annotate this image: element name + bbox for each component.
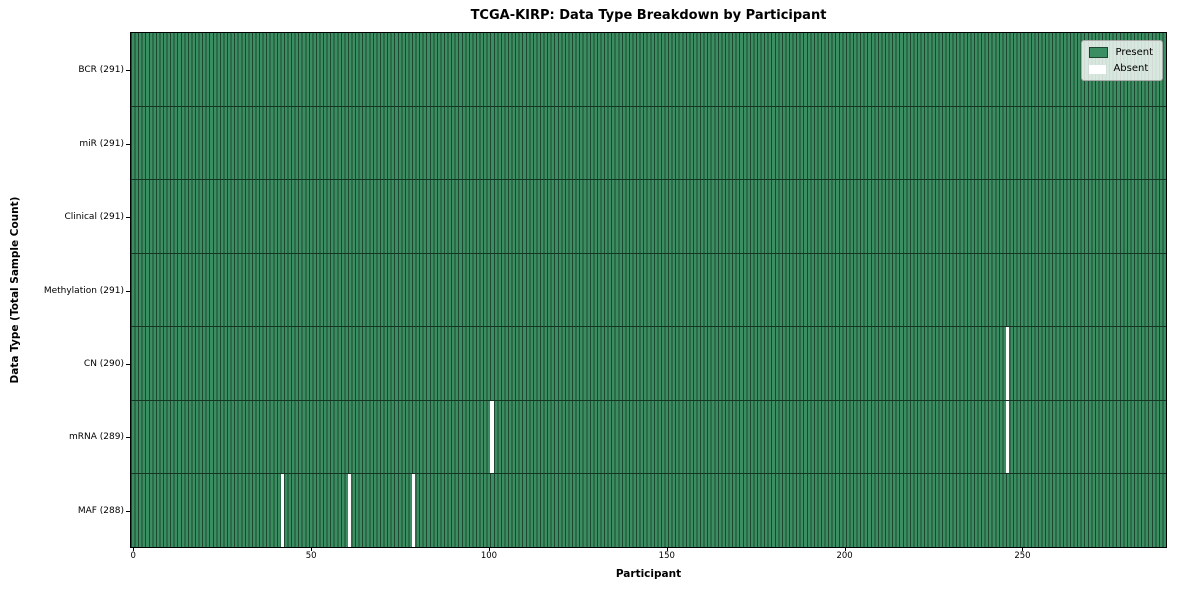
xtick-label-0: 0 xyxy=(130,551,136,561)
heatmap-row-miR xyxy=(131,106,1166,181)
ytick-label-mRNA: mRNA (289) xyxy=(69,432,124,443)
absent-marker-mRNA-246 xyxy=(1006,400,1010,474)
heatmap-row-Clinical xyxy=(131,180,1166,254)
xtick-label-100: 100 xyxy=(480,551,498,561)
heatmap-row-mRNA xyxy=(131,400,1166,475)
plot-area: Present Absent xyxy=(130,32,1167,548)
xtick-mark xyxy=(488,547,490,551)
ytick-mark xyxy=(126,363,130,365)
legend-entry-present: Present xyxy=(1089,47,1153,58)
heatmap-row-MAF xyxy=(131,474,1166,548)
ytick-mark xyxy=(126,217,130,219)
absent-marker-MAF-61 xyxy=(348,474,352,548)
xtick-mark xyxy=(844,547,846,551)
legend-entry-absent: Absent xyxy=(1089,64,1153,74)
xtick-label-250: 250 xyxy=(1014,551,1031,561)
ytick-label-MAF: MAF (288) xyxy=(77,505,124,516)
legend: Present Absent xyxy=(1081,40,1163,81)
heatmap-row-Methylation xyxy=(131,253,1166,328)
absent-marker-CN-246 xyxy=(1006,327,1010,400)
ytick-label-CN: CN (290) xyxy=(83,358,124,369)
heatmap-rows xyxy=(131,33,1166,548)
legend-label-absent: Absent xyxy=(1113,63,1149,74)
xtick-label-200: 200 xyxy=(836,551,853,561)
ytick-mark xyxy=(126,510,130,512)
absent-marker-MAF-42 xyxy=(280,474,284,548)
xtick-mark xyxy=(311,547,313,551)
xtick-mark xyxy=(133,547,135,551)
absent-marker-MAF-79 xyxy=(412,474,416,548)
xtick-label-150: 150 xyxy=(658,551,675,561)
heatmap-row-CN xyxy=(131,327,1166,401)
legend-label-present: Present xyxy=(1115,46,1153,58)
ytick-label-Methylation: Methylation (291) xyxy=(43,285,124,296)
ytick-label-BCR: BCR (291) xyxy=(78,65,124,76)
chart-title: TCGA-KIRP: Data Type Breakdown by Partic… xyxy=(470,8,827,23)
xtick-label-50: 50 xyxy=(305,551,317,561)
present-swatch-icon xyxy=(1089,47,1109,58)
ytick-label-Clinical: Clinical (291) xyxy=(64,212,124,223)
ytick-mark xyxy=(126,290,130,292)
x-axis-label: Participant xyxy=(615,568,682,580)
ytick-label-miR: miR (291) xyxy=(79,138,124,149)
absent-marker-mRNA-101 xyxy=(490,400,494,474)
ytick-mark xyxy=(126,70,130,72)
ytick-mark xyxy=(126,143,130,145)
ytick-mark xyxy=(126,437,130,439)
xtick-mark xyxy=(666,547,668,551)
heatmap-row-BCR xyxy=(131,33,1166,107)
absent-swatch-icon xyxy=(1089,64,1107,74)
xtick-mark xyxy=(1022,547,1024,551)
